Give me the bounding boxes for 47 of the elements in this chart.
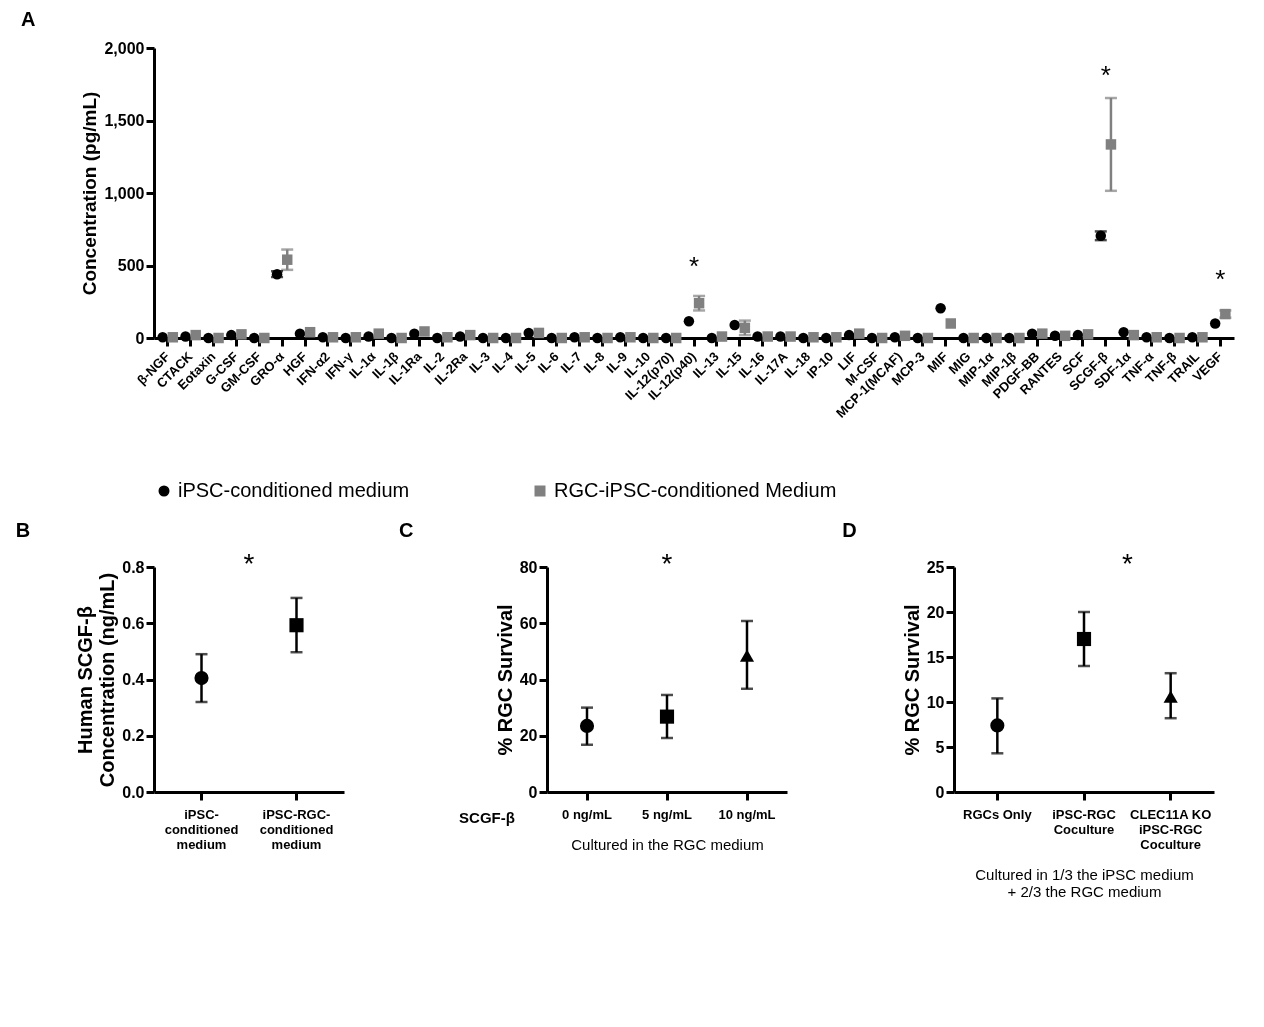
chart-title: B [15, 519, 31, 541]
y-tick-label: 500 [117, 257, 145, 274]
annotation: * [1100, 59, 1111, 90]
annotation: * [243, 548, 255, 579]
y-tick-label: 0.8 [122, 558, 145, 576]
y-tick-label: 5 [935, 738, 945, 756]
chart-title: D [842, 519, 857, 541]
x-axis-title: Cultured in the RGC medium [571, 835, 764, 853]
y-tick-label: 25 [926, 558, 945, 576]
y-tick-label: 10 [926, 693, 945, 711]
y-axis-title: % RGC Survival [493, 604, 516, 756]
y-tick-label: 0.4 [122, 671, 145, 688]
y-tick-label: 1,000 [104, 184, 145, 202]
y-axis-title: Concentration (pg/mL) [79, 91, 101, 296]
annotation: * [1215, 264, 1226, 295]
y-tick-label: 0 [135, 329, 145, 347]
annotation: * [1121, 548, 1133, 579]
chart-title: C [399, 519, 414, 541]
legend-label: iPSC-conditioned medium [178, 479, 410, 501]
y-tick-label: 15 [926, 648, 945, 666]
x-tick-label: CLEC11A KO iPSC-RGC Coculture [1130, 806, 1212, 852]
x-tick-label: 0 ng/mL [562, 806, 612, 822]
annotation: * [661, 548, 673, 579]
x-tick-label: iPSC-conditioned medium [164, 806, 239, 852]
x-tick-label: 10 ng/mL [718, 806, 776, 822]
y-tick-label: 0.0 [122, 783, 145, 801]
y-tick-label: 20 [926, 603, 945, 621]
y-tick-label: 80 [519, 558, 538, 576]
x-tick-label: iPSC-RGC Coculture [1052, 806, 1117, 837]
legend-label: RGC-iPSC-conditioned Medium [554, 479, 837, 501]
chart-title: A [20, 8, 36, 30]
y-tick-label: 0.6 [122, 614, 145, 632]
x-tick-label: iPSC-RGC-conditioned medium [259, 806, 334, 852]
y-tick-label: 60 [519, 614, 538, 632]
x-tick-label: 5 ng/mL [642, 806, 692, 822]
y-tick-label: 2,000 [104, 39, 145, 57]
annotation: * [688, 251, 700, 281]
y-tick-label: 1,500 [104, 112, 145, 129]
x-axis-title: Cultured in 1/3 the iPSC medium + 2/3 the RGC medium [975, 865, 1194, 900]
x-tick-label: RGCs Only [963, 806, 1033, 822]
y-tick-label: 0 [528, 783, 538, 801]
y-axis-title: Human SCGF-β Concentration (ng/mL) [74, 572, 119, 788]
y-tick-label: 0 [935, 783, 945, 801]
y-tick-label: 20 [519, 727, 538, 745]
y-tick-label: 40 [519, 671, 538, 688]
y-axis-title: % RGC Survival [900, 604, 923, 756]
y-tick-label: 0.2 [122, 727, 145, 745]
